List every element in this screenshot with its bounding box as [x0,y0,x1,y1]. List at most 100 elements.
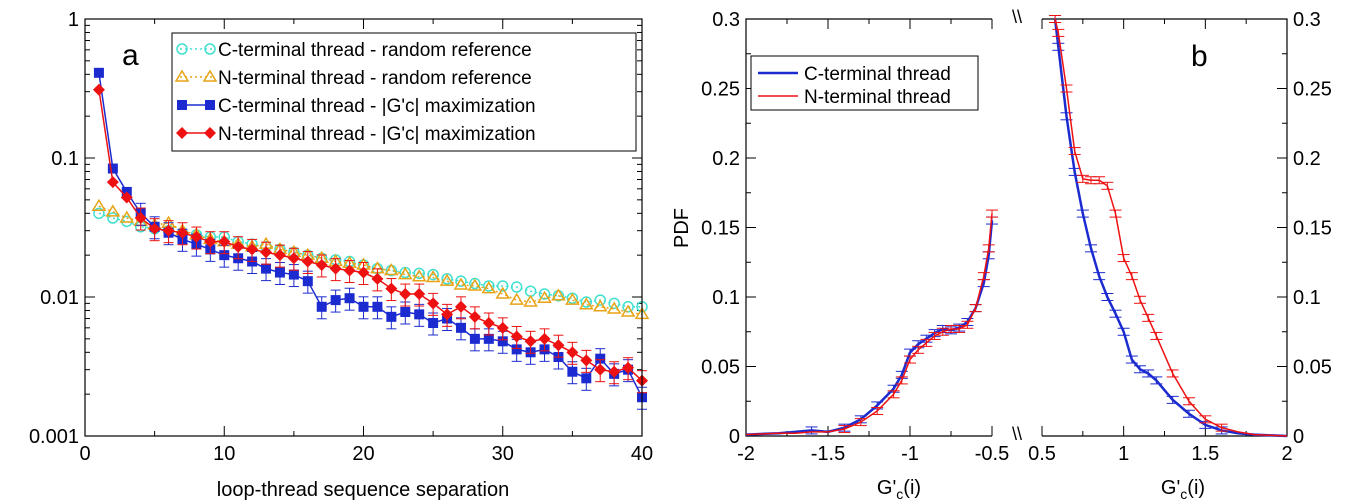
data-point [509,292,524,305]
data-point [482,317,495,330]
data-point [93,67,104,78]
x-tick-label: 20 [352,443,374,465]
series-line-left [745,220,994,436]
data-point [481,281,497,294]
data-point [413,288,426,301]
legend-marker [204,127,216,139]
legend-entry: C-terminal thread [804,64,951,85]
y-tick-label: 0.1 [712,287,740,309]
data-point [608,365,621,378]
data-point [106,176,119,189]
series-0 [93,207,648,313]
data-point [232,240,245,253]
data-point [606,301,622,314]
panel-a-label: a [122,39,139,72]
data-point [204,235,217,248]
legend-entry: C-terminal thread - |G'c| maximization [218,96,536,117]
data-point [580,354,593,367]
data-point [315,258,328,271]
series-line [98,89,643,382]
axis-break-mark: \\ [1012,424,1022,444]
data-point [414,309,425,320]
legend-entry: N-terminal thread - |G'c| maximization [218,124,536,145]
data-point [468,310,481,323]
series-line [98,212,642,308]
data-point [594,363,607,376]
legend-marker [204,43,216,55]
panel-a-x-axis-label: loop-thread sequence separation [217,479,509,501]
y-tick-label-right: 0.15 [1293,218,1332,240]
data-point [524,335,537,348]
data-point [428,318,439,329]
panel-b-x-label-tail: (i) [903,477,921,499]
data-point [400,306,411,317]
legend-marker [205,100,215,110]
legend-marker [174,69,190,82]
data-point [397,267,413,280]
data-point [162,224,175,237]
data-point [343,264,356,277]
panel-a-series [91,67,650,410]
x-tick-label: 1.5 [1191,443,1219,465]
data-point [93,207,105,220]
data-point [190,231,203,244]
y-tick-label: 0.2 [712,148,740,170]
legend-marker [176,43,188,55]
data-point [411,269,427,282]
data-point [622,361,635,374]
x-tick-label: -1.5 [811,443,845,465]
data-point [566,346,579,359]
data-point [107,163,118,174]
data-point [510,330,523,343]
panel-b-axes: \\ \\ 0 0 0.05 0.05 0.1 0.1 0.15 0.15 0.2 0.2 0.25 0.… [701,7,1332,465]
data-point [552,339,565,352]
series-3 [92,83,648,394]
data-point [329,262,342,275]
data-point [495,286,511,299]
data-point [497,336,508,347]
data-point [274,267,285,278]
data-point [107,212,119,224]
data-point [219,250,230,261]
data-point [384,263,399,276]
y-tick-label-right: 0.1 [1293,287,1321,309]
panel-b-x-label-main-r: G' [1161,477,1180,499]
legend-marker [202,69,218,82]
data-point [357,266,370,279]
data-point [427,268,439,281]
x-tick-label: 1 [1118,443,1129,465]
data-point [592,299,608,312]
data-point [483,280,495,292]
data-point [453,277,469,290]
legend-marker [177,100,187,110]
series-line [98,72,643,398]
data-point [358,301,369,312]
right-frame [1042,18,1288,437]
data-point [483,333,494,344]
series-line [98,205,643,316]
series-1 [91,198,650,320]
y-tick-label: 0.05 [701,357,740,379]
y-tick-label: 0.001 [29,426,79,448]
y-tick-label: 0 [729,426,740,448]
legend-marker [176,127,188,139]
data-point [302,276,313,287]
series-line-right [1053,18,1288,438]
data-point [273,249,286,262]
panel-b-label: b [1191,40,1208,73]
data-point [218,235,231,248]
data-point [620,304,636,317]
data-point [439,273,455,286]
data-point [454,300,467,313]
y-tick-label: 0.15 [701,218,740,240]
x-tick-label: 2 [1281,443,1292,465]
y-tick-label: 0.25 [701,79,740,101]
x-tick-label: 0.5 [1028,443,1056,465]
legend-entry: N-terminal thread - random reference [218,68,532,89]
data-point [469,333,480,344]
data-point [469,277,481,290]
data-point [399,288,412,301]
data-point [288,269,299,280]
data-point [371,272,384,285]
